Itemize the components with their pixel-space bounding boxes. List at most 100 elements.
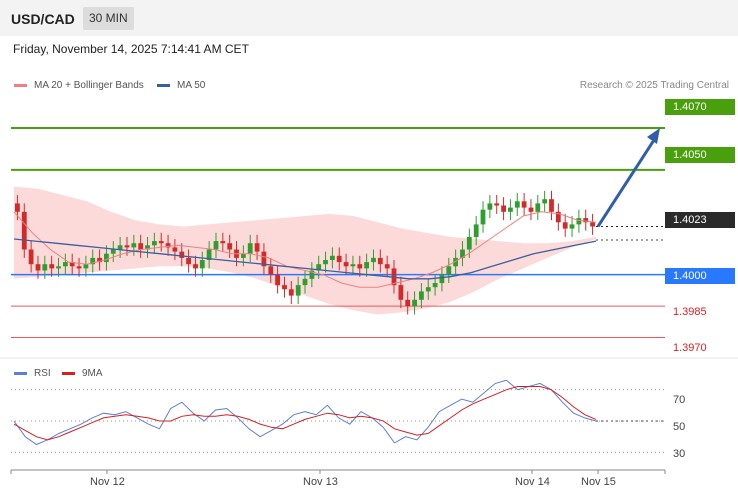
candle-body-49	[343, 262, 349, 267]
candle-body-40	[282, 285, 287, 290]
candle-body-83	[576, 218, 582, 225]
candle-body-21	[152, 241, 157, 246]
candle-body-57	[398, 285, 404, 300]
rsi-label: RSI	[34, 368, 51, 379]
candle-body-64	[446, 266, 452, 275]
candle-body-29	[206, 249, 212, 260]
candle-body-32	[227, 243, 233, 250]
candle-body-8	[63, 262, 68, 267]
candle-body-36	[254, 243, 260, 252]
rsi-tick-50: 50	[673, 421, 686, 433]
level-tag-1: 1.4070	[665, 99, 735, 115]
candle-body-23	[165, 243, 171, 248]
candle-body-47	[330, 255, 335, 260]
candle-body-44	[309, 270, 315, 279]
candle-body-75	[521, 201, 527, 208]
candle-body-81	[562, 222, 568, 229]
candle-body-24	[172, 247, 178, 252]
projection-arrow-shaft	[596, 136, 658, 228]
candle-body-19	[138, 243, 144, 250]
level-tag-4: 1.4000	[665, 268, 735, 284]
ma50-line	[13, 238, 597, 280]
rsi-line	[13, 379, 597, 446]
candle-body-7	[56, 266, 61, 269]
bollinger-band	[14, 186, 596, 315]
candle-body-82	[569, 224, 575, 229]
candle-body-55	[384, 264, 390, 269]
candle-body-9	[69, 262, 75, 267]
level-tag-2: 1.4050	[665, 147, 735, 163]
candle-body-16	[117, 245, 123, 250]
candle-body-41	[288, 289, 294, 296]
candle-body-60	[419, 291, 424, 300]
candle-body-52	[364, 262, 369, 269]
candle-body-51	[357, 264, 363, 269]
ma20-swatch	[14, 84, 27, 87]
candle-body-4	[35, 264, 41, 271]
rsi-ma-label: 9MA	[82, 368, 103, 379]
candle-body-84	[583, 218, 589, 223]
candle-body-2	[21, 211, 27, 250]
candle-body-50	[350, 264, 356, 267]
candle-body-69	[480, 209, 486, 225]
candle-body-67	[466, 236, 472, 250]
candle-body-35	[247, 243, 253, 254]
legend-rsi: RSI	[14, 368, 51, 379]
credit-text: Research © 2025 Trading Central	[579, 80, 729, 91]
candle-body-30	[213, 241, 219, 250]
candle-body-34	[241, 253, 246, 258]
candle-body-20	[145, 245, 150, 250]
candle-body-76	[528, 207, 534, 212]
x-label-nov13: Nov 13	[303, 476, 338, 488]
candle-body-74	[514, 201, 520, 208]
rsi-swatch	[14, 372, 27, 375]
candle-body-53	[371, 257, 376, 263]
candle-body-42	[295, 285, 301, 296]
candle-body-77	[535, 203, 541, 212]
candle-body-12	[90, 257, 96, 265]
candle-body-59	[412, 299, 417, 307]
candle-body-38	[268, 266, 274, 275]
candle-body-6	[49, 264, 55, 269]
candle-body-70	[487, 203, 493, 210]
candle-body-25	[179, 251, 185, 258]
candle-body-71	[494, 203, 500, 206]
candle-body-15	[110, 249, 116, 254]
level-tag-5: 1.3985	[673, 306, 707, 318]
ma20-line	[13, 211, 597, 288]
candle-body-45	[316, 264, 322, 271]
x-label-nov15: Nov 15	[581, 476, 616, 488]
candle-body-37	[261, 251, 267, 267]
candle-body-68	[473, 224, 479, 237]
candle-body-65	[453, 257, 458, 267]
candle-body-1	[15, 203, 20, 212]
timeframe-badge[interactable]: 30 MIN	[83, 7, 134, 30]
candle-body-66	[460, 249, 465, 258]
ma50-swatch	[157, 84, 170, 87]
x-label-nov14: Nov 14	[515, 476, 550, 488]
ma20-label: MA 20 + Bollinger Bands	[34, 80, 144, 91]
candle-body-62	[432, 283, 438, 288]
candle-body-22	[158, 241, 164, 244]
candle-body-78	[542, 199, 548, 204]
current-price-tag: 1.4023	[665, 212, 735, 228]
rsi-tick-70: 70	[673, 394, 686, 406]
candle-body-72	[501, 205, 506, 212]
candle-body-5	[42, 264, 48, 271]
symbol-title: USD/CAD	[11, 11, 75, 27]
candle-body-43	[302, 278, 308, 286]
datetime-label: Friday, November 14, 2025 7:14:41 AM CET	[13, 42, 249, 56]
candle-body-39	[275, 274, 280, 286]
candle-body-26	[186, 257, 191, 265]
candle-body-3	[28, 249, 34, 265]
candle-body-13	[97, 257, 102, 263]
candle-body-27	[193, 264, 198, 269]
legend-rsi-ma: 9MA	[62, 368, 103, 379]
ma50-label: MA 50	[177, 80, 206, 91]
x-label-nov12: Nov 12	[90, 476, 125, 488]
candle-body-73	[508, 207, 513, 212]
rsi-tick-30: 30	[673, 448, 686, 460]
level-tag-6: 1.3970	[673, 342, 707, 354]
projection-arrow-head	[647, 127, 660, 144]
